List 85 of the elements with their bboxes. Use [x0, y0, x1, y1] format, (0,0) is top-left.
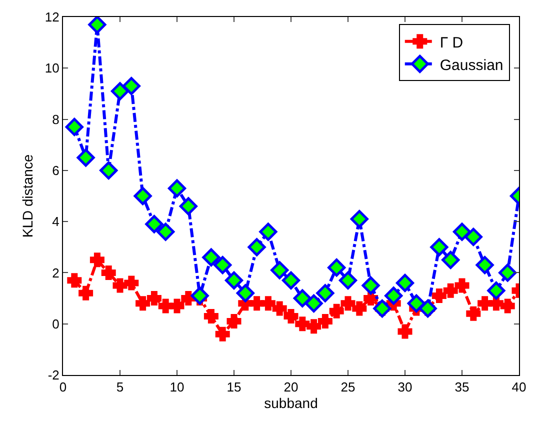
- x-tick-label: 15: [226, 380, 242, 395]
- point: [226, 314, 242, 329]
- y-tick-label: 4: [52, 214, 60, 230]
- point: [145, 215, 164, 234]
- y-tick-label: 6: [52, 162, 60, 178]
- point: [318, 314, 332, 329]
- point: [443, 283, 458, 298]
- point: [340, 296, 356, 311]
- point: [101, 265, 116, 280]
- point: [170, 298, 184, 314]
- point: [476, 256, 494, 274]
- y-tick-label: 8: [52, 112, 60, 127]
- point: [100, 161, 118, 180]
- x-axis-title: subband: [264, 394, 318, 411]
- point: [156, 222, 175, 241]
- point: [202, 248, 220, 266]
- point: [134, 186, 152, 206]
- point: [270, 261, 289, 280]
- point: [215, 326, 230, 342]
- x-tick-label: 40: [512, 380, 526, 395]
- y-tick-label: 10: [44, 60, 60, 76]
- point: [158, 298, 173, 314]
- point: [452, 222, 472, 241]
- point: [282, 271, 300, 290]
- y-axis-title: KLD distance: [20, 154, 36, 238]
- point: [90, 252, 104, 268]
- point: [487, 282, 506, 300]
- point: [295, 316, 310, 332]
- point: [76, 148, 95, 167]
- point: [146, 291, 162, 306]
- point: [78, 286, 94, 300]
- point: [398, 324, 412, 339]
- point: [500, 298, 515, 314]
- x-tick-label: 35: [454, 380, 470, 395]
- point: [329, 304, 344, 318]
- point: [362, 276, 380, 295]
- y-tick-label: -2: [48, 368, 60, 383]
- point: [442, 250, 460, 269]
- y-tick-label: 12: [44, 10, 60, 25]
- point: [190, 286, 209, 305]
- x-tick-label: 20: [284, 380, 298, 395]
- point: [124, 276, 139, 290]
- point: [432, 288, 446, 303]
- x-tick-label: 30: [398, 380, 412, 395]
- point: [112, 278, 128, 293]
- point: [236, 284, 254, 302]
- point: [224, 271, 244, 290]
- point: [466, 306, 481, 321]
- point: [306, 319, 322, 334]
- point: [304, 294, 323, 312]
- point: [352, 301, 367, 316]
- y-tick-label: 2: [52, 265, 60, 280]
- legend-label: Γ D: [440, 34, 464, 52]
- point: [122, 76, 140, 96]
- point: [272, 301, 287, 316]
- point: [454, 278, 470, 293]
- point: [316, 284, 334, 302]
- point: [110, 82, 130, 100]
- point: [136, 296, 150, 311]
- point: [168, 179, 186, 198]
- point: [328, 258, 346, 277]
- point: [396, 274, 414, 292]
- x-tick-label: 5: [116, 380, 124, 395]
- point: [248, 238, 266, 256]
- point: [67, 273, 82, 288]
- point: [464, 228, 482, 246]
- point: [259, 222, 278, 241]
- point: [338, 271, 358, 290]
- point: [179, 197, 198, 216]
- point: [293, 289, 312, 308]
- point: [214, 256, 232, 274]
- x-tick-label: 10: [170, 380, 184, 395]
- point: [260, 296, 276, 311]
- point: [384, 286, 403, 305]
- x-tick-label: 25: [340, 380, 356, 395]
- legend-label: Gaussian: [440, 56, 504, 74]
- point: [88, 17, 106, 34]
- point: [407, 294, 426, 312]
- point: [430, 238, 448, 256]
- y-tick-label: 0: [52, 316, 60, 332]
- point: [65, 118, 84, 136]
- point: [498, 264, 517, 282]
- point: [350, 210, 368, 228]
- point: [204, 308, 218, 324]
- point: [284, 308, 298, 324]
